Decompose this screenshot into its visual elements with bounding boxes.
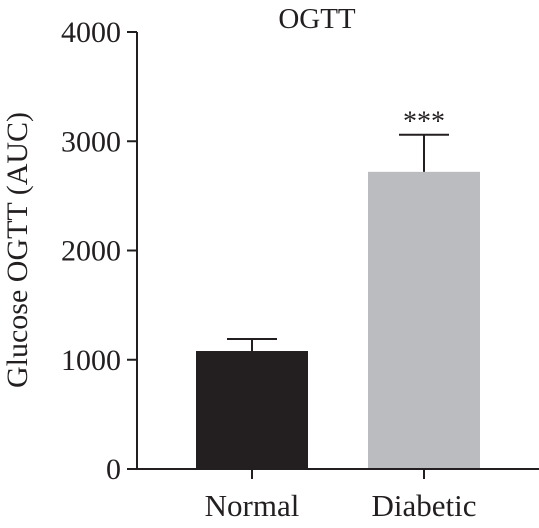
significance-label: *** <box>403 107 445 138</box>
ticks-layer: 0 1000 2000 3000 4000 <box>61 16 425 486</box>
y-tick-label: 3000 <box>61 125 121 158</box>
bar-normal <box>196 351 308 469</box>
y-tick-label: 0 <box>106 453 121 486</box>
y-tick-label: 4000 <box>61 16 121 49</box>
y-tick-label: 1000 <box>61 344 121 377</box>
y-tick-label: 2000 <box>61 235 121 268</box>
bar-diabetic <box>368 171 480 469</box>
x-tick-label: Diabetic <box>371 488 476 523</box>
chart-title: OGTT <box>278 3 356 35</box>
labels-layer: Normal Diabetic *** <box>205 107 477 523</box>
bars-layer <box>196 133 480 469</box>
x-tick-label: Normal <box>205 488 300 523</box>
y-axis-label: Glucose OGTT (AUC) <box>1 112 34 388</box>
